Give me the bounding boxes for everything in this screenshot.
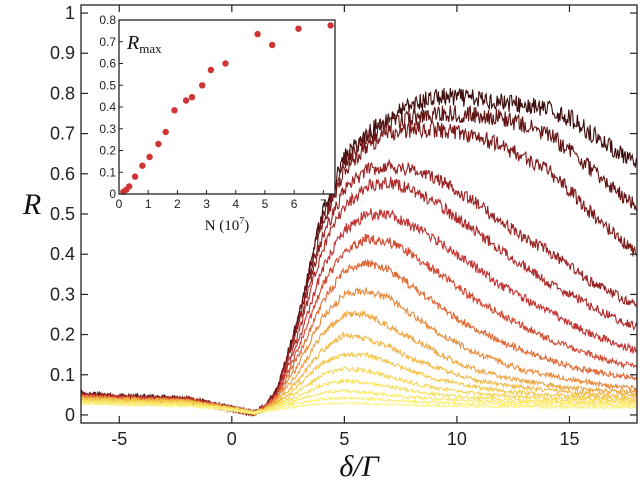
series-line	[80, 233, 638, 415]
inset-data-point	[327, 22, 334, 29]
inset-y-tick-label: 0.5	[99, 78, 116, 92]
inset-data-point	[126, 183, 133, 190]
inset-x-axis-title-end: )	[244, 218, 249, 234]
inset-data-point	[207, 66, 215, 74]
y-tick-label: 0.7	[50, 124, 75, 144]
inset-data-point	[254, 30, 261, 38]
inset-data-point	[188, 94, 196, 101]
inset-y-tick-label: 0.1	[99, 165, 116, 179]
series-line	[80, 158, 638, 417]
inset-title-subscript: max	[139, 41, 162, 56]
inset-data-point	[199, 82, 206, 89]
inset-y-tick-label: 0.8	[99, 13, 116, 27]
inset-x-tick-label: 2	[174, 197, 181, 211]
series-line	[80, 309, 638, 416]
inset-x-tick-label: 6	[291, 197, 298, 211]
inset-y-tick-label: 0.3	[99, 122, 116, 136]
inset-data-point	[155, 140, 162, 148]
inset-y-tick-label: 0.7	[99, 35, 116, 49]
x-tick-label: 0	[227, 429, 237, 449]
y-tick-label: 0.9	[50, 43, 75, 63]
inset-data-point	[139, 162, 146, 169]
inset-x-tick-label: 3	[203, 197, 210, 211]
y-tick-label: 0.3	[50, 284, 75, 304]
series-line	[80, 176, 638, 417]
y-tick-label: 0.2	[50, 325, 75, 345]
y-tick-label: 0.5	[50, 204, 75, 224]
series-line	[80, 377, 638, 415]
inset-data-point	[162, 128, 169, 136]
inset-x-axis-title-exponent: 7	[239, 216, 244, 227]
inset-data-point	[222, 60, 229, 67]
y-tick-label: 0.1	[50, 365, 75, 385]
x-tick-label: -5	[111, 429, 127, 449]
inset-data-point	[131, 173, 139, 180]
inset-ticks: 0 1 2 3 4 5 6 7 0 0.1 0.2 0.3 0.4 0.5 0.6 0.7 0.8	[99, 13, 327, 211]
inset-background	[119, 20, 335, 194]
x-tick-label: 10	[447, 429, 467, 449]
main-y-axis-title: R	[22, 188, 41, 221]
inset-y-tick-label: 0.4	[99, 100, 116, 114]
inset-data-point	[295, 25, 302, 32]
series-line	[80, 401, 638, 415]
y-tick-label: 0	[65, 405, 75, 425]
x-tick-label: 5	[339, 429, 349, 449]
inset-x-axis-title: N (107)	[205, 216, 250, 234]
series-line	[80, 208, 638, 415]
inset-points	[120, 22, 334, 195]
y-tick-label: 1	[65, 3, 75, 23]
inset-x-axis-title-main: N (10	[205, 218, 240, 234]
y-tick-label: 0.4	[50, 244, 75, 264]
main-traces	[80, 88, 638, 417]
inset-x-tick-label: 7	[320, 197, 327, 211]
inset-x-tick-label: 4	[232, 197, 239, 211]
inset-y-tick-label: 0.6	[99, 57, 116, 71]
inset-chart: 0 1 2 3 4 5 6 7 0 0.1 0.2 0.3 0.4 0.5 0.6 0.7 0.8 Rmax N…	[99, 13, 336, 234]
inset-data-point	[146, 153, 153, 161]
inset-y-tick-label: 0.2	[99, 144, 116, 158]
inset-y-tick-label: 0	[109, 187, 116, 201]
inset-x-tick-label: 1	[145, 197, 152, 211]
main-x-axis-title: δ/Γ	[339, 450, 380, 483]
y-tick-label: 0.8	[50, 83, 75, 103]
inset-x-tick-label: 5	[262, 197, 269, 211]
inset-x-tick-label: 0	[116, 197, 123, 211]
inset-data-point	[269, 41, 276, 49]
y-tick-label: 0.6	[50, 164, 75, 184]
x-tick-label: 15	[559, 429, 579, 449]
inset-data-point	[182, 97, 190, 104]
series-line	[80, 351, 638, 415]
inset-title-main: R	[126, 32, 139, 54]
inset-data-point	[171, 107, 178, 114]
inset-title: Rmax	[126, 32, 162, 56]
